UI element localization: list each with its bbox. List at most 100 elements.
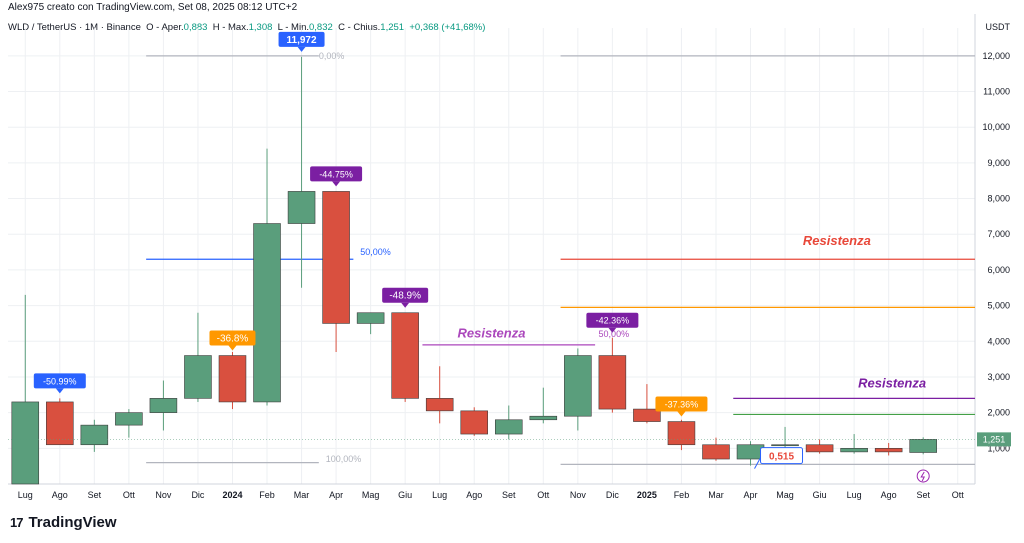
callout-label: -37.36% xyxy=(665,400,699,410)
last-price-label: 1,251 xyxy=(983,434,1006,444)
x-tick-label: 2024 xyxy=(222,490,242,500)
callout-pointer xyxy=(608,327,617,333)
candle xyxy=(736,441,765,466)
callout-box xyxy=(33,373,86,389)
candle-body xyxy=(218,355,247,403)
x-tick-label: Nov xyxy=(155,490,172,500)
y-tick-label: 6,000 xyxy=(987,265,1010,275)
x-tick-label: Ott xyxy=(123,490,136,500)
y-tick-label: 9,000 xyxy=(987,158,1010,168)
x-tick-label: Set xyxy=(502,490,516,500)
x-tick-label: Ott xyxy=(537,490,550,500)
fib-level-label: 50,00% xyxy=(599,329,630,339)
open-value: 0,883 xyxy=(183,22,208,33)
candle-body xyxy=(253,223,281,403)
currency-label: USDT xyxy=(986,22,1011,32)
candle-body xyxy=(598,355,627,410)
lightning-icon xyxy=(916,469,930,483)
change-value: +0,368 (+41,68%) xyxy=(409,22,486,33)
tradingview-logo[interactable]: 17 TradingView xyxy=(10,514,117,531)
low-marker-label: 0,515 xyxy=(769,452,794,463)
candle-body xyxy=(11,401,40,485)
candle-body xyxy=(494,419,523,435)
candle xyxy=(702,437,730,461)
y-tick-label: 5,000 xyxy=(987,301,1010,311)
candle xyxy=(564,348,592,431)
y-tick-label: 2,000 xyxy=(987,408,1010,418)
candle xyxy=(494,405,523,440)
callout-pointer xyxy=(297,46,306,52)
candle-body xyxy=(736,444,765,460)
candle xyxy=(909,437,937,455)
x-tick-label: Giu xyxy=(813,490,827,500)
candle xyxy=(874,442,903,456)
y-tick-label: 8,000 xyxy=(987,194,1010,204)
candle-body xyxy=(184,355,212,399)
x-tick-label: Feb xyxy=(674,490,690,500)
candle xyxy=(633,384,661,424)
y-tick-label: 4,000 xyxy=(987,336,1010,346)
last-price-tag: 1,251 xyxy=(8,432,1011,447)
callout-label: -44.75% xyxy=(319,169,353,179)
candle-body xyxy=(702,444,730,460)
resistance-label: Resistenza xyxy=(458,326,526,341)
candle xyxy=(115,409,143,438)
low-value: 0,832 xyxy=(309,22,333,33)
candle xyxy=(840,434,868,454)
close-label: C - Chius. xyxy=(338,22,381,33)
candle xyxy=(322,191,350,352)
fib-level-label: 50,00% xyxy=(360,247,391,257)
y-tick-label: 11,000 xyxy=(983,87,1010,97)
tradingview-name: TradingView xyxy=(28,514,117,531)
candle-body xyxy=(874,448,903,453)
last-price-box xyxy=(977,432,1011,447)
x-tick-label: Lug xyxy=(847,490,862,500)
callout-box xyxy=(382,287,429,303)
x-tick-label: Ago xyxy=(466,490,482,500)
lightning-icon-bolt xyxy=(920,471,926,482)
callout-pointer xyxy=(401,302,410,308)
change-callout: -36.8% xyxy=(209,330,256,351)
x-tick-label: Dic xyxy=(191,490,204,500)
callout-label: 11,972 xyxy=(287,35,317,46)
y-tick-label: 1,000 xyxy=(987,443,1010,453)
y-tick-label: 10,000 xyxy=(982,122,1010,132)
candle xyxy=(598,337,627,413)
candle xyxy=(11,294,40,485)
candle xyxy=(46,398,74,446)
callout-pointer xyxy=(677,411,686,417)
x-tick-label: 2025 xyxy=(637,490,657,500)
candle xyxy=(184,312,212,402)
candle-body xyxy=(115,412,143,426)
candle-body xyxy=(149,398,178,413)
high-label: H - Max. xyxy=(212,22,249,33)
x-tick-label: Lug xyxy=(18,490,33,500)
candle-body xyxy=(529,415,558,421)
y-tick-label: 3,000 xyxy=(987,372,1010,382)
callout-label: -42.36% xyxy=(596,316,630,326)
callout-box xyxy=(310,166,363,182)
fib-level-label: 0,00% xyxy=(319,51,345,61)
callout-pointer xyxy=(332,181,341,187)
candle-body xyxy=(425,398,454,412)
symbol-name[interactable]: WLD / TetherUS · 1M · Binance xyxy=(8,22,141,33)
resistance-label: Resistenza xyxy=(803,233,871,248)
x-tick-label: Mag xyxy=(776,490,794,500)
callout-label: -36.8% xyxy=(217,334,249,345)
callout-pointer xyxy=(55,388,64,394)
candle xyxy=(80,419,109,452)
change-callout: -37.36% xyxy=(655,396,708,417)
x-tick-label: Mar xyxy=(294,490,310,500)
candle-body xyxy=(391,312,419,399)
callout-pointer xyxy=(228,345,237,351)
candle xyxy=(460,407,489,436)
candle-body xyxy=(840,448,868,453)
x-tick-label: Ago xyxy=(881,490,897,500)
candle xyxy=(529,387,558,424)
candle xyxy=(356,312,385,335)
lightning-icon-ring xyxy=(916,469,930,483)
tradingview-mark-icon: 17 xyxy=(10,515,24,530)
callout-box xyxy=(586,312,639,328)
low-marker-box xyxy=(760,447,804,465)
